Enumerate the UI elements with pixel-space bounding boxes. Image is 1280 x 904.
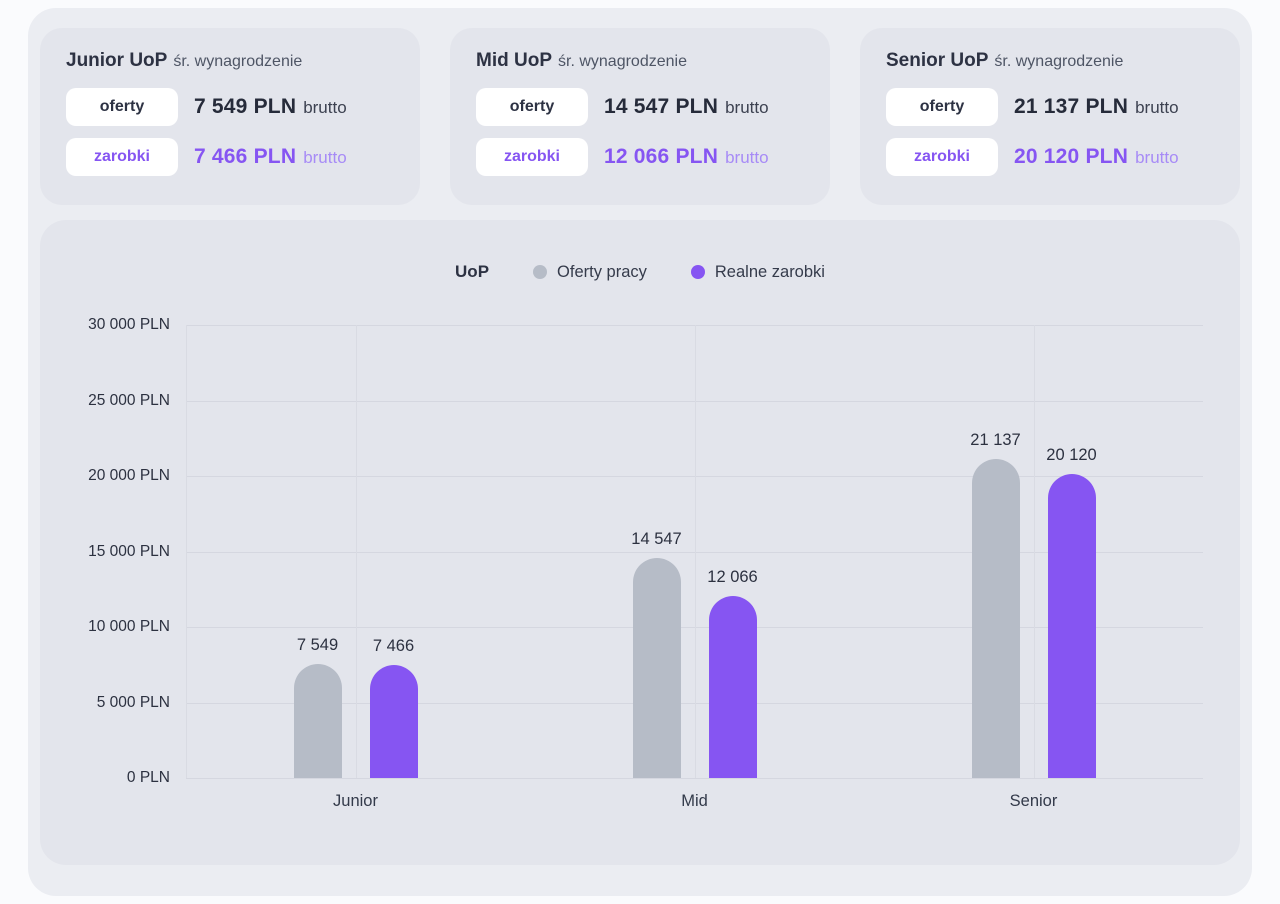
gridline-vertical <box>356 325 357 778</box>
y-axis-tick-label: 20 000 PLN <box>88 467 170 484</box>
chart-title: UoP <box>455 262 490 281</box>
legend-item-offers[interactable]: Oferty pracy <box>533 263 647 282</box>
bar-value-label: 14 547 <box>631 530 682 549</box>
bar-value-label: 7 549 <box>296 636 339 654</box>
y-axis-line <box>186 325 187 778</box>
earnings-badge: zarobki <box>476 138 588 176</box>
card-subtitle: śr. wynagrodzenie <box>173 53 303 70</box>
bar-mid-offers[interactable] <box>632 558 681 778</box>
offers-suffix: brutto <box>725 98 769 117</box>
earnings-badge: zarobki <box>886 138 998 176</box>
offers-value: 7 549 PLN <box>194 95 297 118</box>
card-title: Mid UoP <box>476 50 552 71</box>
gridline-horizontal <box>186 400 1203 402</box>
gridline-horizontal <box>186 325 1203 326</box>
summary-cards-row: Junior UoP śr. wynagrodzenie oferty 7 549… <box>40 28 1240 205</box>
plot-area: 0 PLN 5 000 PLN 10 000 PLN 15 000 PLN 20 000… <box>88 316 1203 810</box>
offers-row: oferty 7 549 PLN brutto <box>66 88 394 126</box>
summary-card-senior: Senior UoP śr. wynagrodzenie oferty 21 13… <box>860 28 1240 205</box>
y-axis-tick-label: 0 PLN <box>126 769 170 786</box>
bar-senior-earnings[interactable] <box>1047 474 1096 778</box>
y-axis-tick-label: 10 000 PLN <box>88 618 170 635</box>
earnings-suffix: brutto <box>1135 148 1179 167</box>
legend-label: Oferty pracy <box>557 262 647 281</box>
salary-bar-chart-card: UoP Oferty pracy Realne zarobki 0 PLN 5 0… <box>40 220 1240 865</box>
dashboard-container: Junior UoP śr. wynagrodzenie oferty 7 549… <box>28 8 1252 896</box>
card-title: Junior UoP <box>66 50 168 71</box>
card-title-row: Senior UoP śr. wynagrodzenie <box>886 50 1214 72</box>
bar-value-label: 20 120 <box>1046 446 1097 465</box>
bar-mid-earnings[interactable] <box>708 595 757 778</box>
bar-value-label: 7 466 <box>372 637 415 656</box>
earnings-value: 7 466 PLN <box>194 145 297 168</box>
bar-junior-offers[interactable] <box>293 664 342 778</box>
earnings-suffix: brutto <box>303 148 347 167</box>
y-axis-tick-label: 30 000 PLN <box>88 316 170 333</box>
legend-item-earnings[interactable]: Realne zarobki <box>690 262 825 282</box>
offers-row: oferty 21 137 PLN brutto <box>886 88 1214 126</box>
gridline-horizontal <box>186 476 1203 477</box>
offers-suffix: brutto <box>1135 98 1179 117</box>
card-subtitle: śr. wynagrodzenie <box>994 53 1124 70</box>
gridline-vertical <box>695 325 696 778</box>
x-axis-category-label: Junior <box>333 792 378 810</box>
offers-value: 21 137 PLN <box>1014 95 1129 118</box>
card-subtitle: śr. wynagrodzenie <box>558 53 687 70</box>
bar-senior-offers[interactable] <box>971 458 1020 778</box>
y-axis-tick-label: 15 000 PLN <box>88 542 170 560</box>
offers-suffix: brutto <box>303 98 347 117</box>
offers-value: 14 547 PLN <box>604 95 719 118</box>
offers-badge: oferty <box>886 88 998 126</box>
legend-label: Realne zarobki <box>714 262 825 281</box>
chart-legend: UoP Oferty pracy Realne zarobki <box>40 262 1240 282</box>
earnings-value: 12 066 PLN <box>604 145 719 168</box>
gridline-horizontal <box>186 627 1203 628</box>
y-axis-tick-label: 5 000 PLN <box>96 693 170 711</box>
gridline-horizontal <box>186 551 1203 553</box>
x-axis-category-label: Senior <box>1009 792 1058 810</box>
earnings-suffix: brutto <box>725 148 769 167</box>
earnings-row: zarobki 12 066 PLN brutto <box>476 138 804 176</box>
offers-badge: oferty <box>476 88 588 126</box>
earnings-row: zarobki 20 120 PLN brutto <box>886 138 1214 176</box>
offers-row: oferty 14 547 PLN brutto <box>476 88 804 126</box>
y-axis-tick-label: 25 000 PLN <box>88 391 170 409</box>
x-axis-category-label: Mid <box>681 792 708 810</box>
offers-badge: oferty <box>66 88 178 126</box>
gridline-vertical <box>1034 325 1035 778</box>
earnings-value: 20 120 PLN <box>1014 145 1129 168</box>
gridline-horizontal <box>186 702 1203 704</box>
earnings-row: zarobki 7 466 PLN brutto <box>66 138 394 176</box>
card-title: Senior UoP <box>886 50 989 71</box>
card-title-row: Mid UoP śr. wynagrodzenie <box>476 50 804 72</box>
summary-card-mid: Mid UoP śr. wynagrodzenie oferty 14 547 P… <box>450 28 830 205</box>
bar-value-label: 21 137 <box>970 430 1021 449</box>
legend-dot-purple-icon <box>690 265 705 279</box>
gridline-horizontal <box>186 778 1203 779</box>
bar-value-label: 12 066 <box>707 567 758 586</box>
card-title-row: Junior UoP śr. wynagrodzenie <box>66 50 394 72</box>
bar-junior-earnings[interactable] <box>369 665 418 778</box>
legend-dot-gray-icon <box>533 265 548 279</box>
summary-card-junior: Junior UoP śr. wynagrodzenie oferty 7 549… <box>40 28 420 205</box>
earnings-badge: zarobki <box>66 138 178 176</box>
